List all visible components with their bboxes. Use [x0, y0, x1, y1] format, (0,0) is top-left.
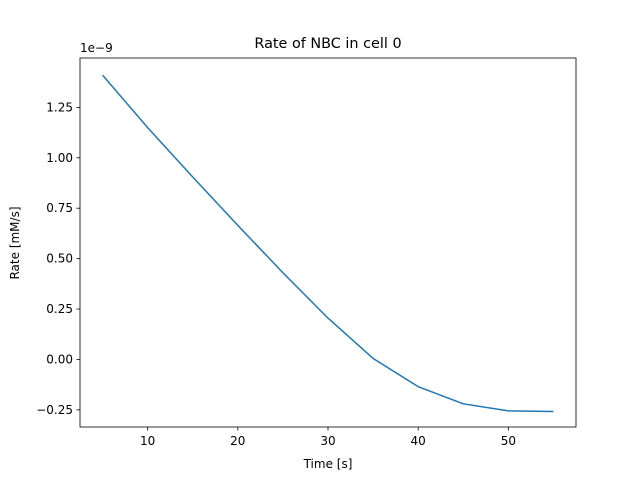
y-axis-label: Rate [mM/s] — [8, 206, 22, 279]
x-tick-label: 40 — [411, 434, 426, 448]
x-tick-label: 50 — [501, 434, 516, 448]
series-line — [101, 74, 554, 413]
y-tick-label: 1.25 — [46, 100, 73, 114]
y-tick-label: 0.00 — [46, 352, 73, 366]
x-tick-label: 20 — [230, 434, 245, 448]
y-axis-ticks: −0.25 0.00 0.25 0.50 0.75 1.00 1.25 — [36, 100, 80, 417]
chart-title: Rate of NBC in cell 0 — [254, 36, 401, 52]
y-tick-label: 1.00 — [46, 151, 73, 165]
x-axis-ticks: 10 20 30 40 50 — [140, 427, 516, 448]
x-tick-label: 30 — [320, 434, 335, 448]
y-tick-label: 0.25 — [46, 302, 73, 316]
y-offset-text: 1e−9 — [80, 41, 113, 55]
axes-frame — [79, 57, 577, 428]
y-tick-label: 0.75 — [46, 201, 73, 215]
y-tick-label: 0.50 — [46, 252, 73, 266]
x-tick-label: 10 — [140, 434, 155, 448]
x-axis-label: Time [s] — [303, 457, 353, 471]
y-tick-label: −0.25 — [36, 403, 73, 417]
plot-area — [101, 74, 554, 413]
